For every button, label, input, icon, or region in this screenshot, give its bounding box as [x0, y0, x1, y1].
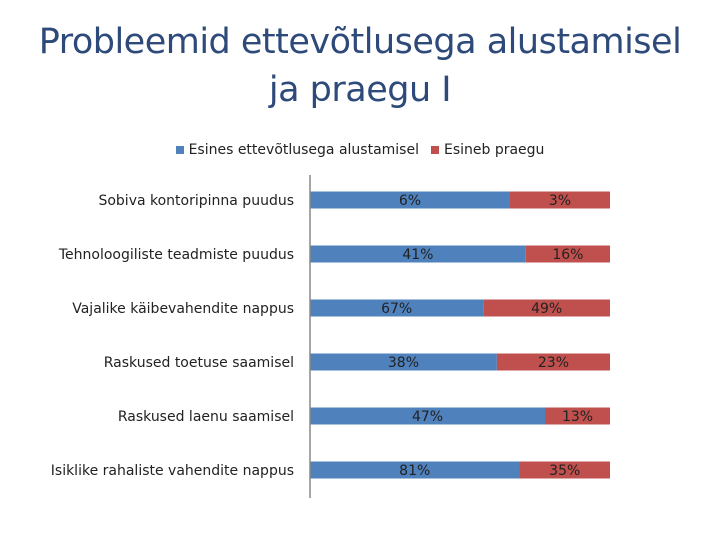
bar-2	[525, 245, 610, 263]
data-label: 67%	[381, 301, 412, 317]
bar-2	[519, 461, 610, 479]
data-label: 47%	[412, 409, 443, 425]
data-label: 6%	[399, 193, 421, 209]
legend-swatch-series-1	[175, 146, 184, 154]
bar-1	[310, 245, 526, 263]
category-label: Raskused toetuse saamisel	[104, 355, 294, 371]
bar-1	[310, 191, 510, 209]
data-label: 16%	[552, 247, 583, 263]
bar-2	[496, 353, 610, 371]
data-label: 41%	[402, 247, 433, 263]
category-label: Sobiva kontoripinna puudus	[98, 193, 294, 209]
data-label: 35%	[549, 463, 580, 479]
legend-label-series-1: Esines ettevõtlusega alustamisel	[188, 142, 419, 158]
legend-item-series-2: Esineb praegu	[430, 142, 545, 158]
category-label: Raskused laenu saamisel	[118, 409, 294, 425]
bar-1	[310, 299, 484, 317]
category-label: Isiklike rahaliste vahendite nappus	[51, 463, 294, 479]
chart-title: Probleemid ettevõtlusega alustamisel ja …	[0, 18, 720, 114]
chart-title-line-2: ja praegu I	[268, 70, 452, 110]
data-label: 49%	[531, 301, 562, 317]
data-label: 23%	[538, 355, 569, 371]
category-label: Tehnoloogiliste teadmiste puudus	[58, 247, 294, 263]
bar-1	[310, 461, 520, 479]
bar-2	[483, 299, 610, 317]
chart-legend: Esines ettevõtlusega alustamisel Esineb …	[0, 140, 720, 160]
bar-2	[545, 407, 610, 425]
data-label: 3%	[549, 193, 571, 209]
chart-title-line-1: Probleemid ettevõtlusega alustamisel	[38, 22, 682, 62]
bar-2	[510, 191, 610, 209]
data-label: 38%	[388, 355, 419, 371]
legend-item-series-1: Esines ettevõtlusega alustamisel	[175, 142, 419, 158]
bar-1	[310, 353, 497, 371]
data-label: 13%	[562, 409, 593, 425]
legend-label-series-2: Esineb praegu	[443, 142, 545, 158]
category-label: Vajalike käibevahendite nappus	[72, 301, 294, 317]
bar-1	[310, 407, 545, 425]
data-label: 81%	[399, 463, 430, 479]
legend-swatch-series-2	[430, 146, 439, 154]
